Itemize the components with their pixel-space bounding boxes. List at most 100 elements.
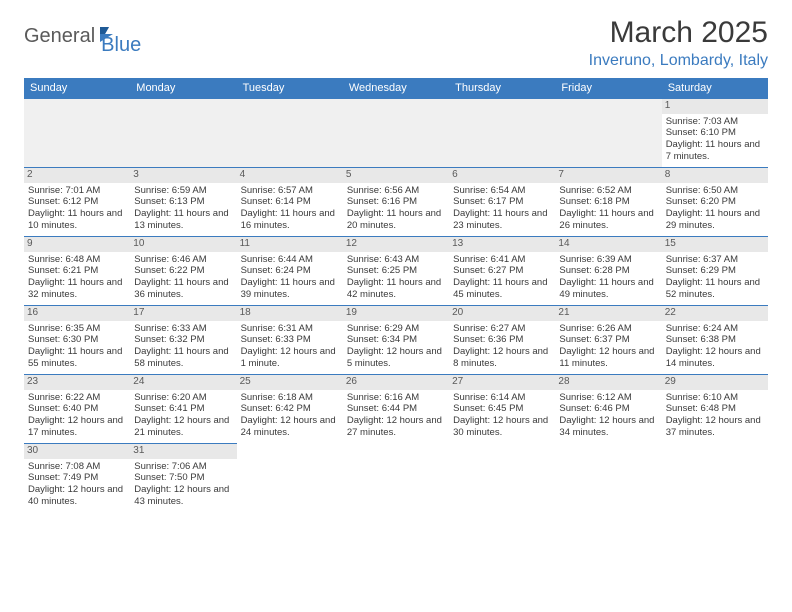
empty-cell xyxy=(449,444,555,513)
day-cell: 20Sunrise: 6:27 AMSunset: 6:36 PMDayligh… xyxy=(449,306,555,375)
day-details: Sunrise: 6:29 AMSunset: 6:34 PMDaylight:… xyxy=(347,323,445,371)
day-cell: 5 Sunrise: 6:56 AMSunset: 6:16 PMDaylight… xyxy=(343,168,449,237)
day-details: Sunrise: 6:31 AMSunset: 6:33 PMDaylight:… xyxy=(241,323,339,371)
day-details: Sunrise: 6:41 AMSunset: 6:27 PMDaylight:… xyxy=(453,254,551,302)
day-number: 22 xyxy=(662,306,768,321)
day-number: 10 xyxy=(130,237,236,252)
empty-cell xyxy=(130,99,236,168)
day-cell: 11Sunrise: 6:44 AMSunset: 6:24 PMDayligh… xyxy=(237,237,343,306)
day-cell: 18Sunrise: 6:31 AMSunset: 6:33 PMDayligh… xyxy=(237,306,343,375)
day-details: Sunrise: 6:24 AMSunset: 6:38 PMDaylight:… xyxy=(666,323,764,371)
day-details: Sunrise: 6:57 AMSunset: 6:14 PMDaylight:… xyxy=(241,185,339,233)
day-number: 19 xyxy=(343,306,449,321)
day-cell: 13 Sunrise: 6:41 AMSunset: 6:27 PMDayligh… xyxy=(449,237,555,306)
day-number: 28 xyxy=(555,375,661,390)
day-cell: 7 Sunrise: 6:52 AMSunset: 6:18 PMDaylight… xyxy=(555,168,661,237)
day-cell: 12 Sunrise: 6:43 AMSunset: 6:25 PMDayligh… xyxy=(343,237,449,306)
day-details: Sunrise: 6:56 AMSunset: 6:16 PMDaylight:… xyxy=(347,185,445,233)
day-details: Sunrise: 6:22 AMSunset: 6:40 PMDaylight:… xyxy=(28,392,126,440)
brand-logo: General Blue xyxy=(24,16,141,57)
day-details: Sunrise: 6:43 AMSunset: 6:25 PMDaylight:… xyxy=(347,254,445,302)
day-number: 3 xyxy=(130,168,236,183)
day-cell: 29 Sunrise: 6:10 AMSunset: 6:48 PMDayligh… xyxy=(662,375,768,444)
day-cell: 19 Sunrise: 6:29 AMSunset: 6:34 PMDayligh… xyxy=(343,306,449,375)
table-row: 23Sunrise: 6:22 AMSunset: 6:40 PMDayligh… xyxy=(24,375,768,444)
day-number: 14 xyxy=(555,237,661,252)
day-number: 16 xyxy=(24,306,130,321)
empty-cell xyxy=(343,99,449,168)
day-details: Sunrise: 7:03 AMSunset: 6:10 PMDaylight:… xyxy=(666,116,764,164)
weekday-header: Tuesday xyxy=(237,78,343,99)
day-cell: 6Sunrise: 6:54 AMSunset: 6:17 PMDaylight… xyxy=(449,168,555,237)
day-details: Sunrise: 6:52 AMSunset: 6:18 PMDaylight:… xyxy=(559,185,657,233)
empty-cell xyxy=(555,444,661,513)
day-number: 17 xyxy=(130,306,236,321)
empty-cell xyxy=(237,99,343,168)
weekday-header: Sunday xyxy=(24,78,130,99)
day-number: 26 xyxy=(343,375,449,390)
weekday-header: Saturday xyxy=(662,78,768,99)
day-number: 7 xyxy=(555,168,661,183)
empty-cell xyxy=(662,444,768,513)
day-cell: 9Sunrise: 6:48 AMSunset: 6:21 PMDaylight… xyxy=(24,237,130,306)
day-cell: 8Sunrise: 6:50 AMSunset: 6:20 PMDaylight… xyxy=(662,168,768,237)
day-number: 12 xyxy=(343,237,449,252)
weekday-header: Friday xyxy=(555,78,661,99)
day-cell: 26Sunrise: 6:16 AMSunset: 6:44 PMDayligh… xyxy=(343,375,449,444)
day-cell: 15 Sunrise: 6:37 AMSunset: 6:29 PMDayligh… xyxy=(662,237,768,306)
day-number: 13 xyxy=(449,237,555,252)
day-number: 9 xyxy=(24,237,130,252)
day-details: Sunrise: 6:26 AMSunset: 6:37 PMDaylight:… xyxy=(559,323,657,371)
day-cell: 17 Sunrise: 6:33 AMSunset: 6:32 PMDayligh… xyxy=(130,306,236,375)
day-number: 5 xyxy=(343,168,449,183)
table-row: 1Sunrise: 7:03 AMSunset: 6:10 PMDaylight… xyxy=(24,99,768,168)
day-details: Sunrise: 6:18 AMSunset: 6:42 PMDaylight:… xyxy=(241,392,339,440)
page-title: March 2025 xyxy=(589,16,768,50)
location-subtitle: Inveruno, Lombardy, Italy xyxy=(589,52,768,70)
weekday-header: Monday xyxy=(130,78,236,99)
day-details: Sunrise: 6:39 AMSunset: 6:28 PMDaylight:… xyxy=(559,254,657,302)
brand-part1: General xyxy=(24,25,95,48)
day-cell: 27 Sunrise: 6:14 AMSunset: 6:45 PMDayligh… xyxy=(449,375,555,444)
day-details: Sunrise: 6:59 AMSunset: 6:13 PMDaylight:… xyxy=(134,185,232,233)
day-cell: 10 Sunrise: 6:46 AMSunset: 6:22 PMDayligh… xyxy=(130,237,236,306)
day-number: 24 xyxy=(130,375,236,390)
calendar-body: 1Sunrise: 7:03 AMSunset: 6:10 PMDaylight… xyxy=(24,99,768,513)
day-number: 20 xyxy=(449,306,555,321)
empty-cell xyxy=(343,444,449,513)
day-details: Sunrise: 7:06 AMSunset: 7:50 PMDaylight:… xyxy=(134,461,232,509)
day-cell: 21Sunrise: 6:26 AMSunset: 6:37 PMDayligh… xyxy=(555,306,661,375)
day-details: Sunrise: 6:33 AMSunset: 6:32 PMDaylight:… xyxy=(134,323,232,371)
day-number: 15 xyxy=(662,237,768,252)
day-cell: 31 Sunrise: 7:06 AMSunset: 7:50 PMDayligh… xyxy=(130,444,236,513)
weekday-header: Wednesday xyxy=(343,78,449,99)
day-number: 29 xyxy=(662,375,768,390)
day-cell: 3 Sunrise: 6:59 AMSunset: 6:13 PMDaylight… xyxy=(130,168,236,237)
day-number: 4 xyxy=(237,168,343,183)
day-cell: 22 Sunrise: 6:24 AMSunset: 6:38 PMDayligh… xyxy=(662,306,768,375)
day-details: Sunrise: 6:14 AMSunset: 6:45 PMDaylight:… xyxy=(453,392,551,440)
day-cell: 24 Sunrise: 6:20 AMSunset: 6:41 PMDayligh… xyxy=(130,375,236,444)
day-details: Sunrise: 6:50 AMSunset: 6:20 PMDaylight:… xyxy=(666,185,764,233)
day-cell: 1Sunrise: 7:03 AMSunset: 6:10 PMDaylight… xyxy=(662,99,768,168)
day-number: 2 xyxy=(24,168,130,183)
day-details: Sunrise: 6:10 AMSunset: 6:48 PMDaylight:… xyxy=(666,392,764,440)
day-details: Sunrise: 6:20 AMSunset: 6:41 PMDaylight:… xyxy=(134,392,232,440)
day-details: Sunrise: 6:37 AMSunset: 6:29 PMDaylight:… xyxy=(666,254,764,302)
day-details: Sunrise: 7:08 AMSunset: 7:49 PMDaylight:… xyxy=(28,461,126,509)
day-number: 31 xyxy=(130,444,236,459)
empty-cell xyxy=(449,99,555,168)
day-cell: 4 Sunrise: 6:57 AMSunset: 6:14 PMDaylight… xyxy=(237,168,343,237)
day-cell: 14 Sunrise: 6:39 AMSunset: 6:28 PMDayligh… xyxy=(555,237,661,306)
empty-cell xyxy=(24,99,130,168)
brand-part2: Blue xyxy=(101,34,141,56)
day-number: 25 xyxy=(237,375,343,390)
day-cell: 28Sunrise: 6:12 AMSunset: 6:46 PMDayligh… xyxy=(555,375,661,444)
day-details: Sunrise: 6:54 AMSunset: 6:17 PMDaylight:… xyxy=(453,185,551,233)
calendar-table: Sunday Monday Tuesday Wednesday Thursday… xyxy=(24,78,768,512)
day-cell: 16Sunrise: 6:35 AMSunset: 6:30 PMDayligh… xyxy=(24,306,130,375)
day-details: Sunrise: 6:46 AMSunset: 6:22 PMDaylight:… xyxy=(134,254,232,302)
empty-cell xyxy=(555,99,661,168)
table-row: 16Sunrise: 6:35 AMSunset: 6:30 PMDayligh… xyxy=(24,306,768,375)
day-number: 27 xyxy=(449,375,555,390)
